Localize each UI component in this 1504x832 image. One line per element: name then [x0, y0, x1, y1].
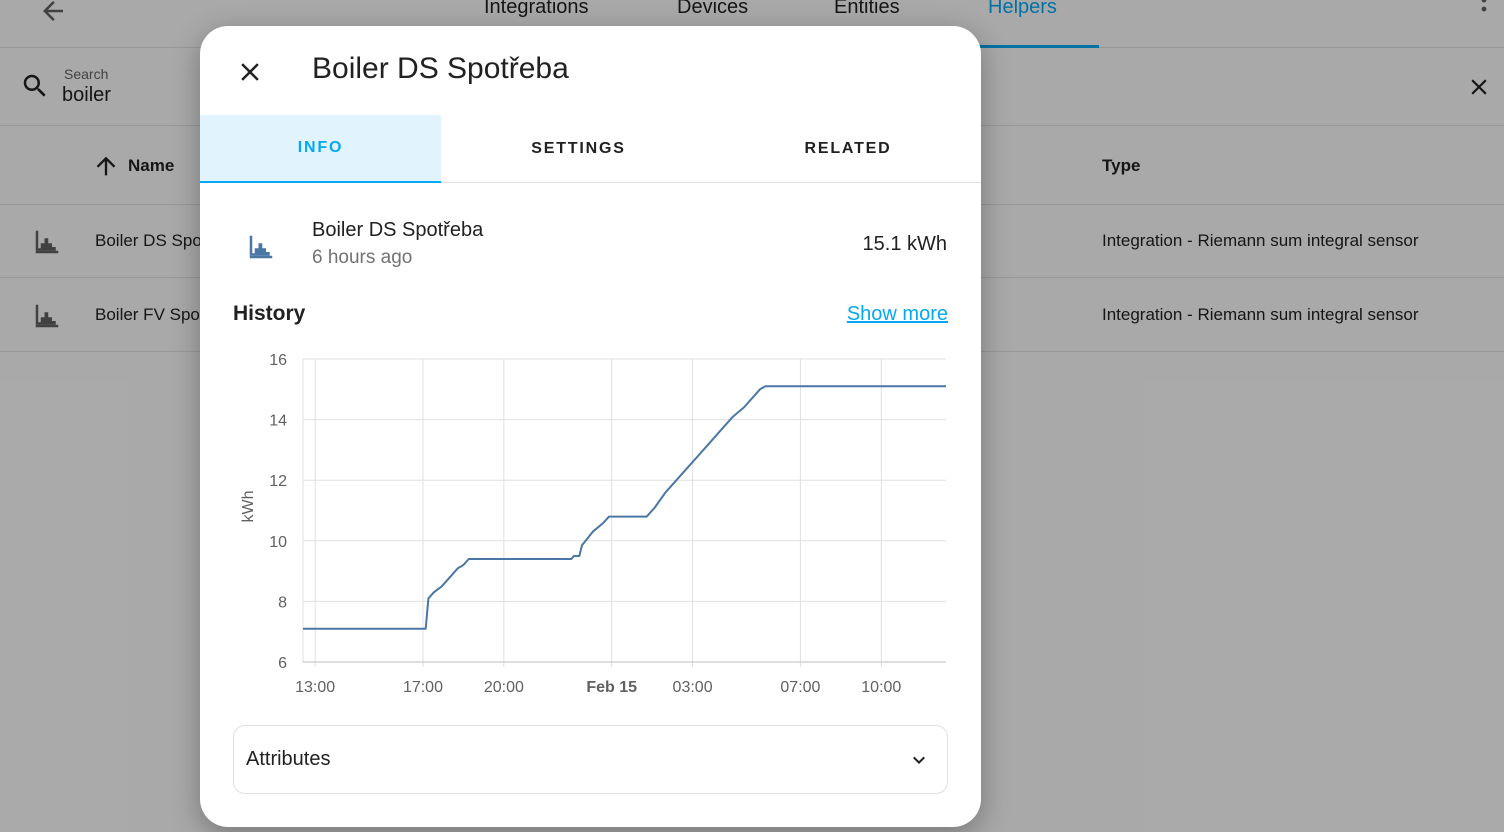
- back-button[interactable]: [36, 0, 70, 26]
- history-chart[interactable]: 6 8 10 12 14 16 13:00 17:00 20:00 Feb 15 03:00 07:0…: [200, 26, 981, 706]
- y-tick-label: 10: [269, 534, 287, 551]
- arrow-up-icon[interactable]: [92, 152, 120, 180]
- row-type: Integration - Riemann sum integral senso…: [1102, 231, 1419, 250]
- column-header-name[interactable]: Name: [128, 156, 175, 175]
- attributes-expander[interactable]: Attributes: [233, 725, 948, 794]
- attributes-label: Attributes: [246, 748, 331, 770]
- entity-name: Boiler DS Spotřeba: [312, 219, 484, 241]
- column-header-type[interactable]: Type: [1102, 156, 1141, 175]
- series-line: [303, 385, 946, 630]
- dots-vertical-icon: [1481, 0, 1487, 12]
- chart-histogram-icon: [35, 230, 59, 254]
- x-tick-label: 17:00: [403, 679, 443, 696]
- x-tick-label: Feb 15: [586, 679, 637, 696]
- entity-state: 15.1 kWh: [862, 233, 947, 255]
- tab-entities[interactable]: Entities: [834, 0, 900, 18]
- y-axis-label: kWh: [240, 491, 257, 523]
- entity-last-changed: 6 hours ago: [312, 247, 413, 268]
- close-icon: [1471, 79, 1487, 95]
- tab-integrations[interactable]: Integrations: [484, 0, 589, 18]
- x-tick-label: 07:00: [780, 679, 820, 696]
- clear-search-button[interactable]: [1464, 72, 1494, 102]
- close-dialog-button[interactable]: [232, 54, 268, 90]
- history-title: History: [233, 302, 306, 325]
- chart-histogram-icon: [35, 304, 59, 328]
- search-icon: [23, 74, 46, 97]
- y-tick-label: 8: [278, 594, 287, 611]
- row-name: Boiler FV Spo: [95, 305, 200, 324]
- x-tick-label: 13:00: [295, 679, 335, 696]
- y-tick-label: 16: [269, 352, 287, 369]
- active-tab-indicator: [976, 45, 1099, 48]
- tab-helpers[interactable]: Helpers: [988, 0, 1057, 18]
- chevron-down-icon: [913, 756, 925, 764]
- row-name: Boiler DS Spo: [95, 231, 202, 250]
- entity-dialog: Boiler DS Spotřeba INFO SETTINGS RELATED…: [200, 26, 981, 827]
- y-tick-label: 14: [269, 413, 287, 430]
- y-tick-label: 12: [269, 473, 287, 490]
- dialog-tabs: INFO SETTINGS RELATED: [200, 115, 981, 183]
- overflow-menu-button[interactable]: [1472, 0, 1496, 24]
- search-label: Search: [64, 66, 109, 82]
- show-more-link[interactable]: Show more: [846, 303, 948, 325]
- chart-histogram-icon: [249, 235, 273, 259]
- close-icon: [241, 63, 259, 81]
- tab-info[interactable]: INFO: [200, 115, 441, 183]
- y-tick-label: 6: [278, 655, 287, 672]
- tab-related[interactable]: RELATED: [804, 140, 892, 157]
- x-tick-label: 10:00: [861, 679, 901, 696]
- row-type: Integration - Riemann sum integral senso…: [1102, 305, 1419, 324]
- tab-devices[interactable]: Devices: [677, 0, 749, 18]
- x-tick-label: 03:00: [673, 679, 713, 696]
- arrow-left-icon: [43, 1, 63, 21]
- x-tick-label: 20:00: [484, 679, 524, 696]
- tab-settings[interactable]: SETTINGS: [531, 140, 626, 157]
- dialog-title: Boiler DS Spotřeba: [312, 52, 569, 85]
